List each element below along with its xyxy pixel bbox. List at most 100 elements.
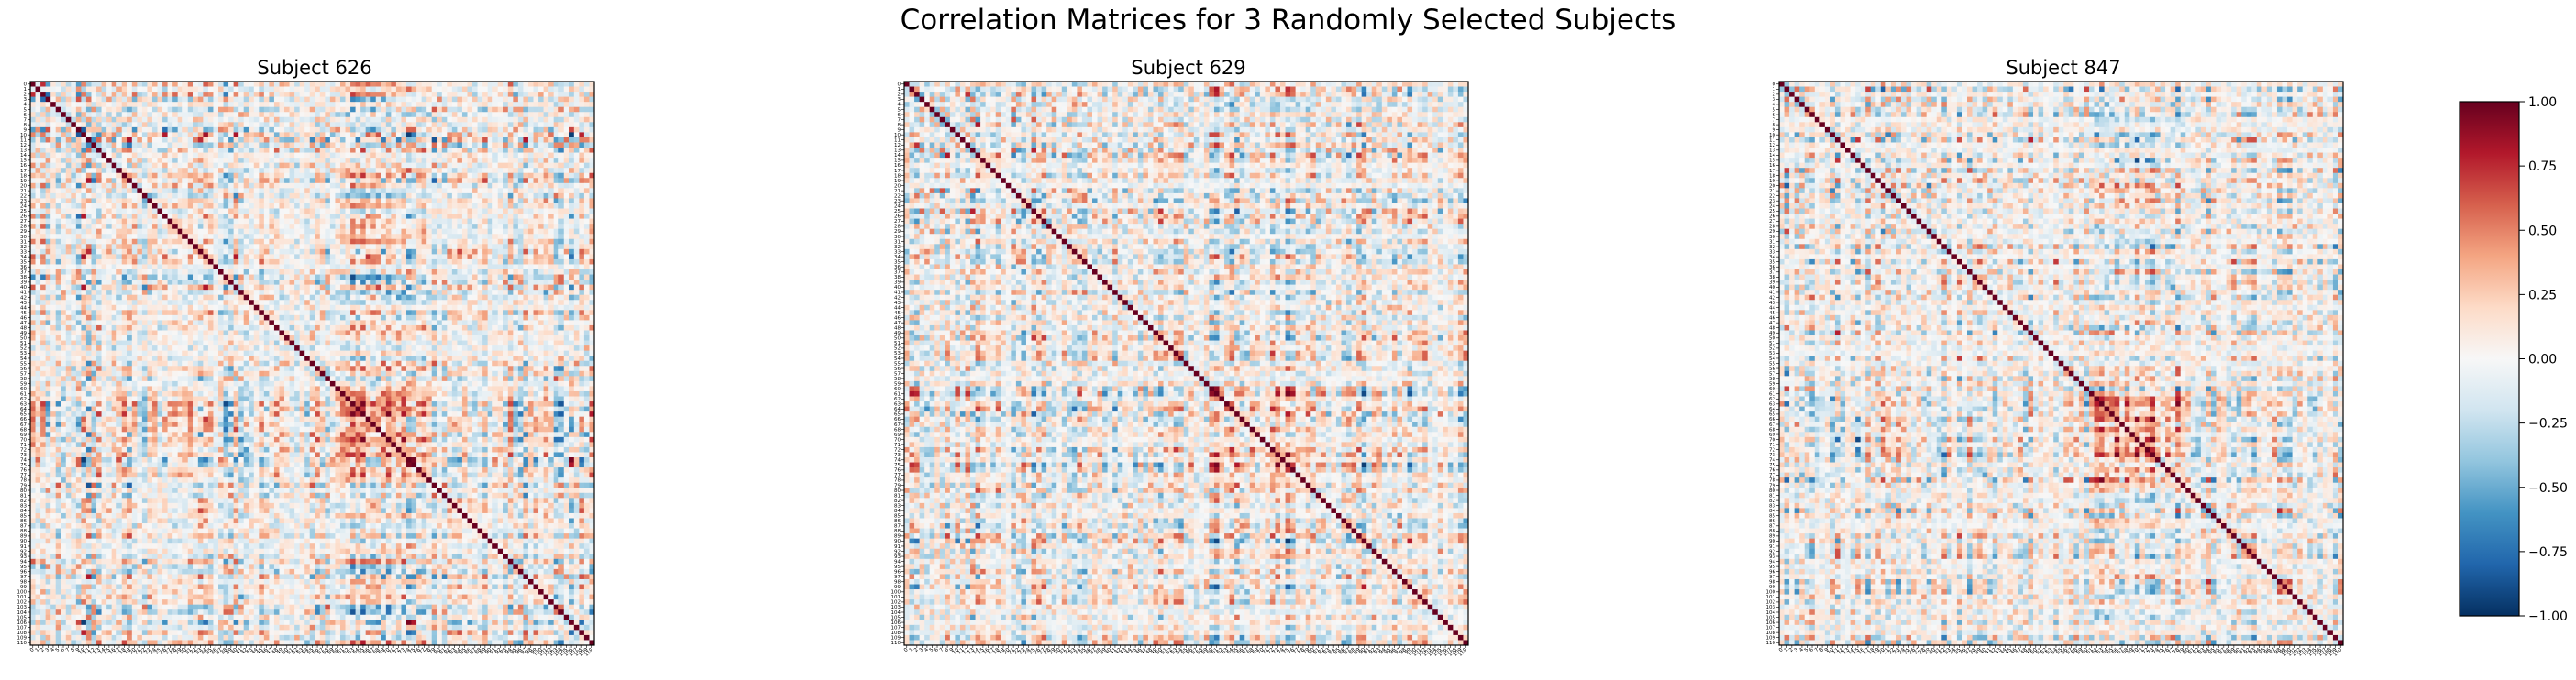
heatmap-cell xyxy=(269,305,274,311)
heatmap-cell xyxy=(66,254,72,259)
heatmap-cell xyxy=(538,254,544,259)
heatmap-cell xyxy=(56,142,61,148)
heatmap-cell xyxy=(366,229,371,235)
heatmap-cell xyxy=(584,178,590,183)
heatmap-cell xyxy=(279,305,284,311)
heatmap-cell xyxy=(386,173,392,179)
heatmap-cell xyxy=(36,127,41,133)
heatmap-cell xyxy=(457,285,462,291)
heatmap-cell xyxy=(315,178,320,183)
heatmap-cell xyxy=(396,239,402,245)
heatmap-cell xyxy=(376,87,381,93)
heatmap-cell xyxy=(330,148,336,153)
heatmap-cell xyxy=(304,214,310,219)
heatmap-cell xyxy=(482,214,488,219)
heatmap-cell xyxy=(498,178,503,183)
heatmap-cell xyxy=(30,269,36,275)
heatmap-cell xyxy=(360,275,366,280)
heatmap-cell xyxy=(137,234,142,239)
heatmap-cell xyxy=(330,285,336,291)
heatmap-cell xyxy=(213,132,218,137)
heatmap-cell xyxy=(381,92,386,97)
heatmap-cell xyxy=(40,264,46,269)
heatmap-cell xyxy=(224,275,229,280)
heatmap-cell xyxy=(213,198,218,203)
heatmap-cell xyxy=(528,305,534,311)
heatmap-cell xyxy=(335,269,340,275)
heatmap-cell xyxy=(406,148,412,153)
heatmap-cell xyxy=(213,163,218,169)
heatmap-cell xyxy=(168,275,173,280)
heatmap-cell xyxy=(91,269,96,275)
heatmap-cell xyxy=(188,122,193,127)
heatmap-cell xyxy=(457,280,462,285)
heatmap-cell xyxy=(224,214,229,219)
heatmap-cell xyxy=(112,193,117,199)
heatmap-cell xyxy=(274,117,280,123)
heatmap-cell xyxy=(442,127,448,133)
heatmap-cell xyxy=(142,214,148,219)
heatmap-cell xyxy=(462,173,468,179)
heatmap-cell xyxy=(558,285,564,291)
heatmap-cell xyxy=(360,209,366,214)
heatmap-cell xyxy=(432,87,437,93)
heatmap-cell xyxy=(508,269,514,275)
heatmap-cell xyxy=(172,183,178,189)
heatmap-cell xyxy=(96,193,102,199)
heatmap-cell xyxy=(238,214,244,219)
heatmap-cell xyxy=(71,158,76,163)
heatmap-cell xyxy=(554,87,559,93)
heatmap-cell xyxy=(132,259,138,265)
heatmap-cell xyxy=(320,239,326,245)
heatmap-cell xyxy=(91,173,96,179)
heatmap-cell xyxy=(330,305,336,311)
heatmap-cell xyxy=(112,132,117,137)
heatmap-cell xyxy=(548,168,554,173)
heatmap-cell xyxy=(238,305,244,311)
heatmap-cell xyxy=(249,117,254,123)
heatmap-cell xyxy=(518,132,524,137)
heatmap-cell xyxy=(412,244,417,249)
heatmap-cell xyxy=(147,209,152,214)
heatmap-cell xyxy=(142,92,148,97)
heatmap-cell xyxy=(76,132,82,137)
heatmap-cell xyxy=(503,280,508,285)
heatmap-cell xyxy=(56,137,61,143)
heatmap-cell xyxy=(76,82,82,87)
heatmap-cell xyxy=(579,158,584,163)
heatmap-cell xyxy=(416,158,422,163)
heatmap-cell xyxy=(71,224,76,229)
heatmap-cell xyxy=(381,87,386,93)
heatmap-cell xyxy=(86,158,92,163)
heatmap-cell xyxy=(584,82,590,87)
heatmap-cell xyxy=(238,168,244,173)
heatmap-cell xyxy=(335,259,340,265)
heatmap-cell xyxy=(254,198,260,203)
heatmap-cell xyxy=(36,142,41,148)
heatmap-cell xyxy=(142,305,148,311)
heatmap-cell xyxy=(472,203,478,209)
heatmap-cell xyxy=(279,188,284,193)
heatmap-cell xyxy=(147,148,152,153)
heatmap-cell xyxy=(498,224,503,229)
heatmap-cell xyxy=(71,163,76,169)
heatmap-cell xyxy=(188,203,193,209)
heatmap-cell xyxy=(193,285,198,291)
heatmap-cell xyxy=(264,142,270,148)
heatmap-cell xyxy=(279,148,284,153)
heatmap-cell xyxy=(452,224,458,229)
heatmap-cell xyxy=(447,280,452,285)
heatmap-cell xyxy=(112,117,117,123)
heatmap-cell xyxy=(238,300,244,305)
heatmap-cell xyxy=(112,259,117,265)
heatmap-cell xyxy=(310,219,315,225)
heatmap-cell xyxy=(574,127,580,133)
heatmap-cell xyxy=(254,305,260,311)
heatmap-cell xyxy=(127,239,132,245)
heatmap-cell xyxy=(213,203,218,209)
heatmap-cell xyxy=(523,117,528,123)
heatmap-cell xyxy=(162,224,168,229)
heatmap-cell xyxy=(492,183,498,189)
heatmap-cell xyxy=(249,203,254,209)
heatmap-cell xyxy=(422,300,427,305)
